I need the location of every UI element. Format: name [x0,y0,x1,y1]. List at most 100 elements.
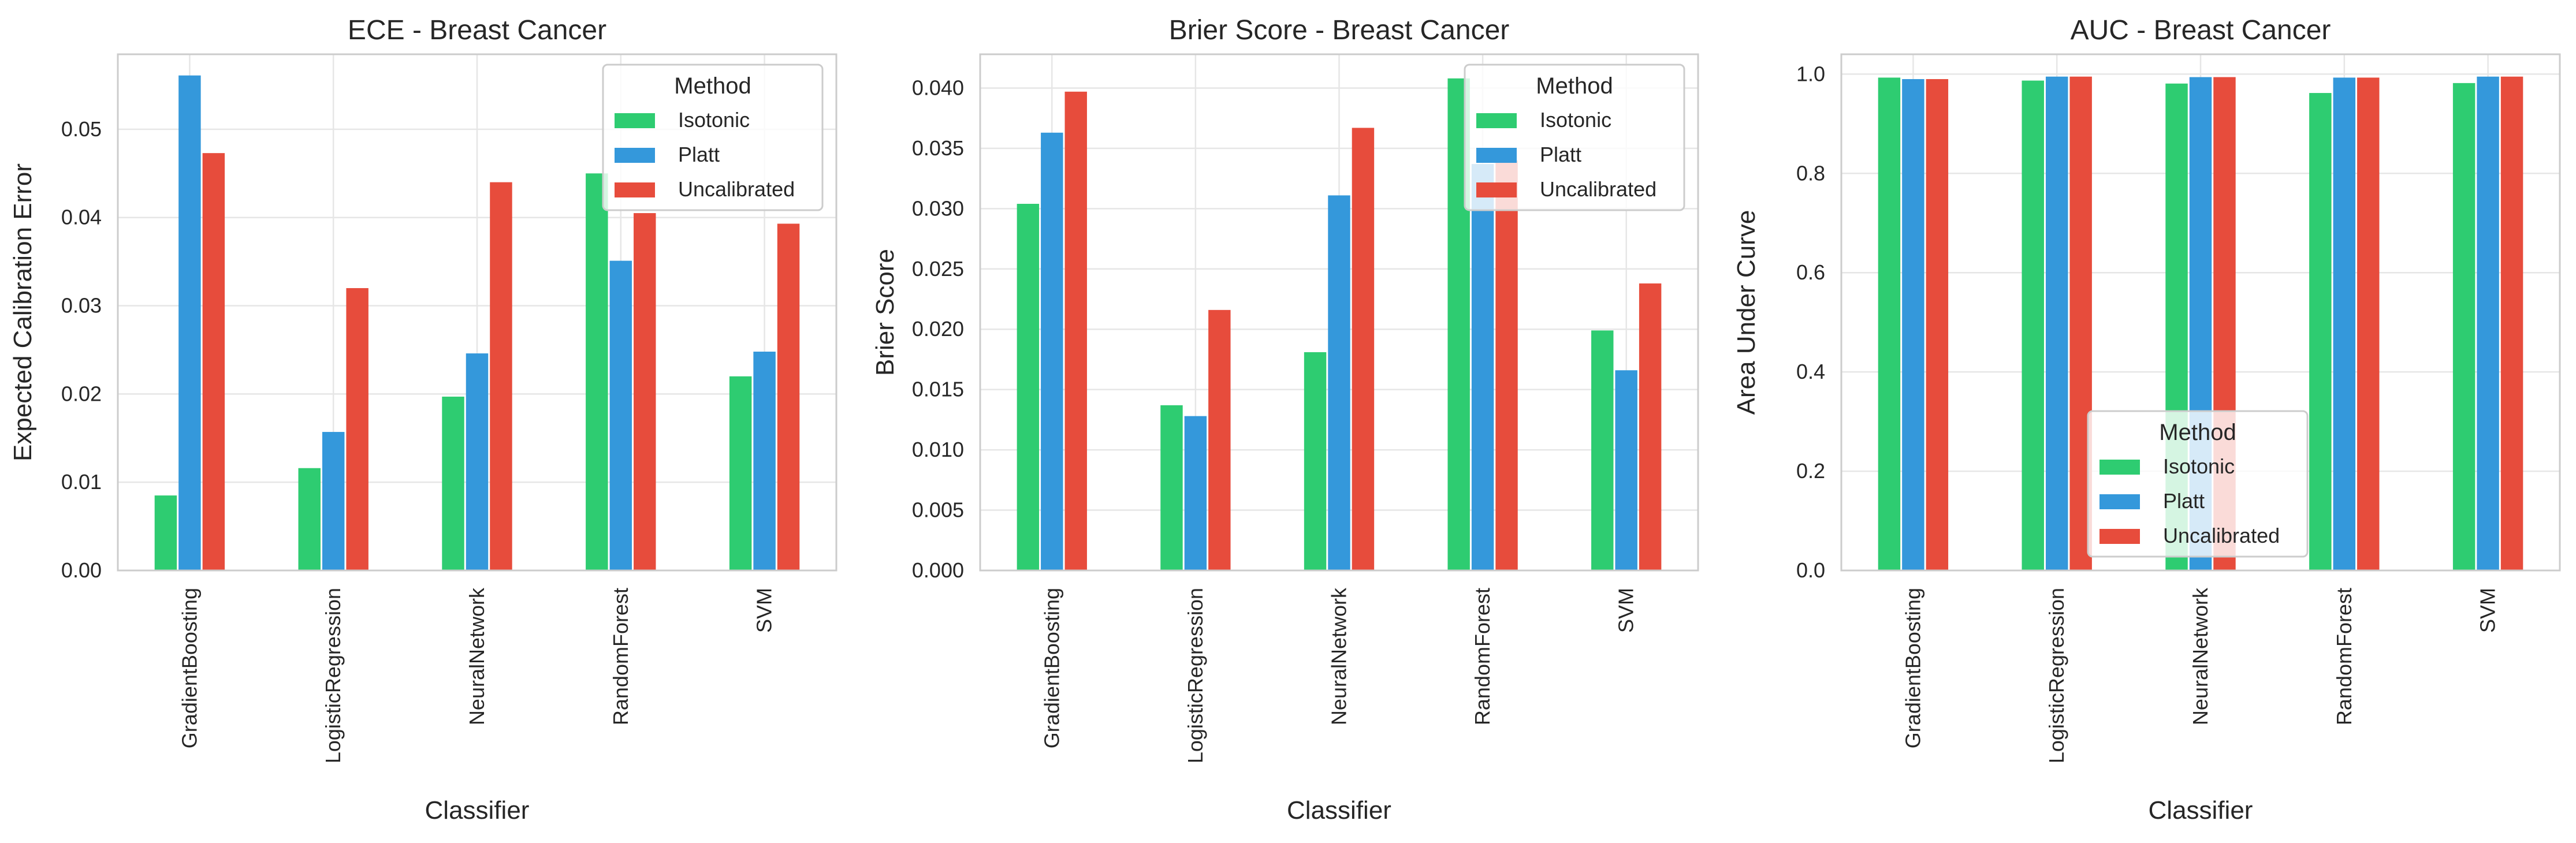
bar-platt-gradientboosting [178,75,201,570]
chart-title: AUC - Breast Cancer [2071,15,2331,46]
bar-uncalibrated-randomforest [634,213,656,571]
bar-isotonic-svm [1591,330,1614,570]
x-tick-label: RandomForest [609,588,632,725]
legend-label-isotonic: Isotonic [678,108,750,132]
bar-isotonic-svm [729,376,752,570]
legend: Method Isotonic Platt Uncalibrated [2087,410,2309,558]
y-tick-label: 0.030 [912,196,964,220]
x-axis-label: Classifier [1287,796,1391,825]
y-tick-label: 0.020 [912,317,964,341]
x-tick-label: LogisticRegression [1183,588,1207,763]
x-tick-label: RandomForest [2332,588,2356,725]
bar-platt-randomforest [1471,164,1494,570]
legend-title: Method [1536,73,1613,99]
y-tick-label: 0.010 [912,438,964,461]
y-tick-label: 0.015 [912,378,964,401]
bar-isotonic-logisticregression [298,468,321,570]
legend-swatch-uncalibrated [1476,182,1517,197]
x-tick-label: LogisticRegression [2045,588,2068,763]
x-tick-label: SVM [1614,588,1638,633]
x-tick-label: GradientBoosting [1901,588,1924,748]
legend-box [2087,410,2309,558]
plot-area-frame [979,53,1699,572]
y-tick-label: 0.025 [912,257,964,281]
y-tick-label: 0.2 [1796,459,1825,483]
bar-isotonic-gradientboosting [154,495,177,570]
bar-platt-neuralnetwork [1328,195,1350,571]
y-axis-label: Area Under Curve [1732,210,1760,415]
y-tick-label: 0.6 [1796,260,1825,284]
legend-swatch-uncalibrated [615,182,655,197]
y-tick-label: 0.000 [912,558,964,582]
legend-swatch-platt [615,148,655,163]
legend-label-platt: Platt [2163,489,2205,513]
bar-platt-gradientboosting [1041,132,1063,571]
y-tick-label: 0.0 [1796,558,1825,582]
chart-title: Brier Score - Breast Cancer [1169,15,1510,46]
legend-box [602,64,824,211]
bar-uncalibrated-gradientboosting [1926,79,1949,570]
legend-label-uncalibrated: Uncalibrated [2163,524,2280,547]
legend-swatch-isotonic [2099,460,2140,475]
bar-isotonic-logisticregression [2022,80,2044,570]
bar-platt-logisticregression [2045,76,2068,571]
y-tick-label: 0.02 [61,382,102,405]
bar-uncalibrated-randomforest [1495,160,1518,570]
legend-box [1464,64,1685,211]
plot-area-frame [117,53,837,572]
legend-label-isotonic: Isotonic [1540,108,1611,132]
legend-swatch-platt [2099,494,2140,509]
y-tick-label: 0.035 [912,136,964,160]
chart-panel-1: 0.00 0.01 0.02 0.03 0.04 0.05 GradientBoosting… [9,15,837,825]
x-axis-label: Classifier [2149,796,2253,825]
x-tick-label: SVM [753,588,776,633]
x-tick-label: RandomForest [1471,588,1494,725]
legend-label-platt: Platt [678,143,720,166]
plot-area-frame [1840,53,2561,572]
legend: Method Isotonic Platt Uncalibrated [602,64,824,211]
legend-swatch-isotonic [1476,113,1517,128]
x-tick-label: NeuralNetwork [2188,587,2212,725]
y-axis-label: Expected Calibration Error [9,163,37,461]
legend-title: Method [2159,420,2236,445]
bar-platt-svm [2477,76,2499,571]
bar-uncalibrated-randomforest [2357,77,2380,570]
bar-uncalibrated-gradientboosting [202,153,225,571]
bar-isotonic-logisticregression [1160,405,1183,570]
y-tick-label: 0.00 [61,558,102,582]
bar-uncalibrated-gradientboosting [1064,91,1087,571]
legend-swatch-uncalibrated [2099,529,2140,544]
chart-panel-2: 0.000 0.005 0.010 0.015 0.020 0.025 0.030 0.035… [871,15,1699,825]
bar-platt-logisticregression [322,432,345,570]
legend-label-platt: Platt [1540,143,1581,166]
y-tick-label: 0.4 [1796,360,1825,383]
bar-uncalibrated-svm [1639,283,1662,570]
x-tick-label: GradientBoosting [177,588,201,748]
y-tick-label: 0.01 [61,470,102,494]
bar-uncalibrated-svm [777,223,800,570]
bar-uncalibrated-logisticregression [346,288,368,570]
y-tick-label: 0.04 [61,206,102,229]
bar-uncalibrated-neuralnetwork [490,182,512,571]
bar-platt-svm [753,352,776,570]
bar-platt-randomforest [2333,77,2356,570]
bar-isotonic-gradientboosting [1017,204,1040,570]
legend-label-isotonic: Isotonic [2163,454,2235,478]
bar-platt-gradientboosting [1902,79,1924,570]
bar-isotonic-gradientboosting [1878,77,1901,570]
x-tick-label: LogisticRegression [321,588,345,763]
legend: Method Isotonic Platt Uncalibrated [1464,64,1685,211]
bar-isotonic-neuralnetwork [442,396,464,570]
bar-platt-randomforest [609,260,632,571]
bar-platt-logisticregression [1184,416,1207,570]
x-tick-label: NeuralNetwork [1327,587,1351,725]
chart-panel-3: 0.0 0.2 0.4 0.6 0.8 1.0 GradientBoosting Logist… [1732,15,2561,825]
y-tick-label: 0.8 [1796,161,1825,185]
legend-title: Method [674,73,751,99]
bar-isotonic-neuralnetwork [1304,352,1327,570]
x-tick-label: NeuralNetwork [465,587,489,725]
bar-isotonic-svm [2452,83,2476,571]
y-tick-label: 0.005 [912,498,964,522]
y-tick-label: 0.03 [61,294,102,318]
